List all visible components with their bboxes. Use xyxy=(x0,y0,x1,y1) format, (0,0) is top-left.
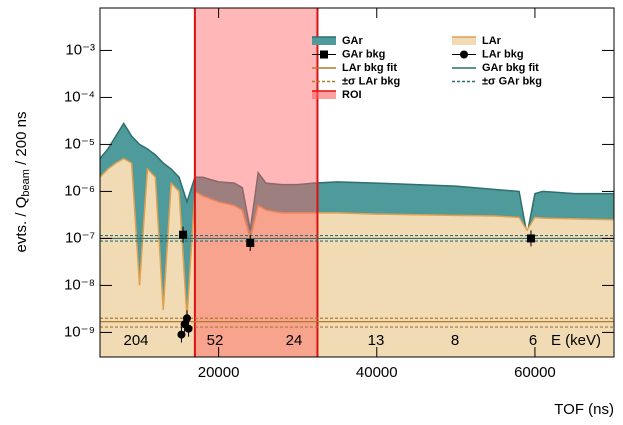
x-axis-label: TOF (ns) xyxy=(554,401,614,418)
energy-label: 8 xyxy=(451,332,459,349)
legend-swatch xyxy=(312,37,336,45)
y-tick-label: 10⁻⁵ xyxy=(64,135,95,152)
area-outline xyxy=(100,121,614,235)
roi xyxy=(194,8,318,357)
legend-label: GAr bkg fit xyxy=(482,62,539,74)
energy-label: 6 xyxy=(529,332,537,349)
area-outline xyxy=(100,157,614,319)
legend-swatch xyxy=(460,50,468,59)
marker xyxy=(177,330,186,339)
x-tick-label: 20000 xyxy=(198,364,240,381)
marker xyxy=(179,230,188,239)
y-tick-label: 10⁻⁸ xyxy=(64,276,95,293)
legend-label: ±σ GAr bkg xyxy=(482,75,542,87)
y-tick-label: 10⁻⁷ xyxy=(65,229,95,246)
x-tick-label: 60000 xyxy=(514,364,556,381)
y-label-b: / 200 ns xyxy=(13,112,30,170)
legend-label: GAr bkg xyxy=(342,48,385,60)
y-label-a: evts. / Q xyxy=(13,197,30,253)
y-axis-label: evts. / Qbeam / 200 ns xyxy=(13,112,32,253)
y-tick-label: 10⁻⁶ xyxy=(64,182,95,199)
legend-label: GAr xyxy=(342,35,364,47)
legend-label: LAr bkg xyxy=(482,48,524,60)
energy-label: E (keV) xyxy=(551,332,601,349)
energy-label: 24 xyxy=(286,332,303,349)
legend-swatch xyxy=(320,50,328,59)
plot-area xyxy=(100,8,614,357)
legend-swatch xyxy=(452,37,476,45)
marker xyxy=(246,238,255,247)
y-label-sub: beam xyxy=(20,169,32,197)
legend-swatch xyxy=(312,91,336,99)
legend-label: LAr bkg fit xyxy=(342,62,397,74)
y-tick-label: 10⁻⁴ xyxy=(64,88,95,105)
energy-label: 52 xyxy=(207,332,224,349)
energy-label: 13 xyxy=(368,332,385,349)
legend-label: ±σ LAr bkg xyxy=(342,75,400,87)
y-tick-label: 10⁻³ xyxy=(65,41,95,58)
marker xyxy=(184,324,193,333)
y-tick-label: 10⁻⁹ xyxy=(64,323,95,340)
x-tick-label: 40000 xyxy=(356,364,398,381)
legend-label: LAr xyxy=(482,35,502,47)
marker xyxy=(182,314,191,323)
plot-frame xyxy=(99,7,615,358)
energy-label: 204 xyxy=(123,332,148,349)
legend-label: ROI xyxy=(342,89,362,101)
area-fill xyxy=(100,158,614,357)
marker xyxy=(526,234,535,243)
